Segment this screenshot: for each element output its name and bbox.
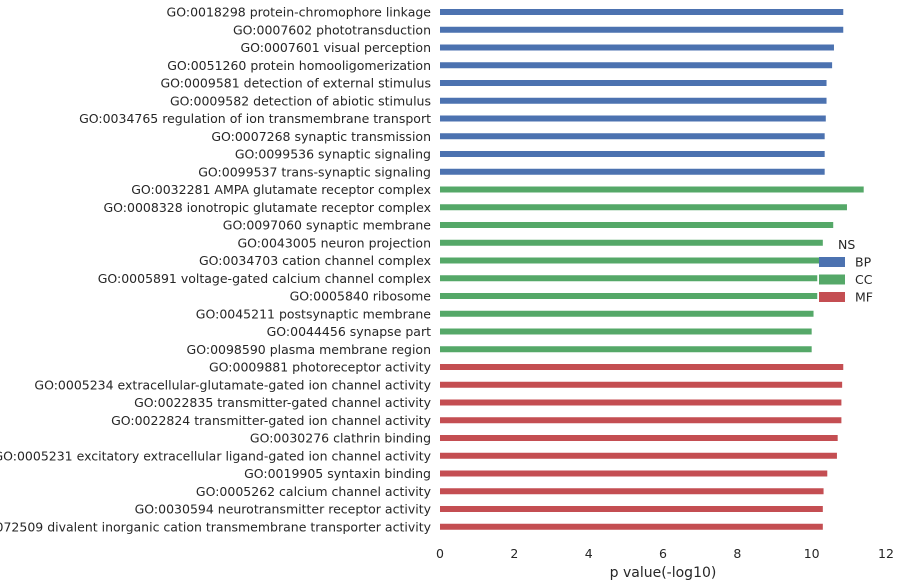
bar — [440, 328, 812, 335]
category-label: GO:0007601 visual perception — [240, 40, 431, 55]
bar — [440, 346, 812, 353]
bar — [440, 523, 823, 530]
bar — [440, 364, 844, 370]
bar — [440, 506, 823, 512]
category-label: GO:0005891 voltage-gated calcium channel… — [98, 271, 431, 286]
legend-label: MF — [855, 290, 873, 305]
bar — [440, 470, 828, 477]
x-axis-title: p value(-log10) — [610, 565, 717, 581]
x-tick-label: 8 — [733, 546, 741, 561]
legend-label: CC — [855, 272, 873, 287]
category-label: GO:0043005 neuron projection — [237, 235, 431, 250]
category-label: GO:0009581 detection of external stimulu… — [161, 76, 432, 91]
category-label: GO:0009881 photoreceptor activity — [209, 360, 432, 375]
bars-layer — [440, 9, 864, 530]
bar — [440, 417, 842, 424]
legend-swatch — [819, 292, 845, 302]
legend-label: BP — [855, 255, 872, 270]
category-label: GO:0051260 protein homooligomerization — [167, 58, 431, 73]
category-label: GO:0034765 regulation of ion transmembra… — [79, 111, 431, 126]
x-tick-label: 2 — [510, 546, 518, 561]
x-tick-label: 0 — [436, 546, 444, 561]
category-label: GO:0097060 synaptic membrane — [223, 218, 432, 233]
bar — [440, 488, 824, 495]
bar — [440, 168, 825, 175]
x-tick-label: 6 — [659, 546, 667, 561]
category-label: GO:0019905 syntaxin binding — [244, 466, 431, 481]
category-label: GO:0005262 calcium channel activity — [196, 484, 432, 499]
bar — [440, 222, 834, 228]
bar — [440, 293, 818, 299]
bar — [440, 204, 847, 211]
bar — [440, 80, 827, 86]
bar — [440, 151, 825, 157]
category-label: GO:0099536 synaptic signaling — [235, 147, 431, 162]
bar — [440, 399, 842, 406]
category-label: GO:0045211 postsynaptic membrane — [196, 306, 432, 321]
x-axis-ticks: 0 2 4 6 8 10 12 — [436, 546, 894, 561]
category-label: GO:0098590 plasma membrane region — [187, 342, 431, 357]
bar — [440, 435, 838, 441]
x-tick-label: 12 — [878, 546, 894, 561]
bar — [440, 452, 837, 459]
category-label: GO:0009582 detection of abiotic stimulus — [170, 93, 431, 108]
category-label: GO:0018298 protein-chromophore linkage — [167, 5, 432, 20]
category-label: GO:0008328 ionotropic glutamate receptor… — [104, 200, 432, 215]
category-label: GO:0099537 trans-synaptic signaling — [198, 164, 431, 179]
category-label: GO:0005234 extracellular-glutamate-gated… — [34, 377, 431, 392]
category-label: GO:0007268 synaptic transmission — [211, 129, 431, 144]
legend-swatch — [819, 274, 845, 285]
bar — [440, 133, 825, 140]
bar — [440, 9, 844, 15]
category-label: GO:0005840 ribosome — [290, 289, 432, 304]
bar — [440, 62, 833, 69]
legend-swatch — [819, 257, 845, 267]
x-tick-label: 10 — [804, 546, 820, 561]
category-label: GO:0030276 clathrin binding — [250, 431, 431, 446]
bar — [440, 44, 834, 51]
legend: NS BP CC MF — [819, 237, 873, 305]
x-tick-label: 4 — [585, 546, 593, 561]
bar — [440, 97, 827, 104]
category-label: GO:0022835 transmitter-gated channel act… — [134, 395, 431, 410]
bar — [440, 381, 843, 388]
category-label: GO:0044456 synapse part — [267, 324, 431, 339]
category-labels: GO:0018298 protein-chromophore linkage GO… — [0, 5, 432, 535]
category-label: GO:0072509 divalent inorganic cation tra… — [0, 519, 432, 534]
bar — [440, 257, 823, 264]
bar — [440, 239, 823, 246]
legend-items: BP CC MF — [819, 255, 873, 305]
bar — [440, 26, 844, 33]
bar — [440, 115, 826, 122]
bar — [440, 186, 864, 193]
bar — [440, 275, 818, 282]
legend-title: NS — [838, 237, 855, 252]
category-label: GO:0032281 AMPA glutamate receptor compl… — [131, 182, 431, 197]
category-label: GO:0030594 neurotransmitter receptor act… — [135, 502, 432, 517]
category-label: GO:0022824 transmitter-gated ion channel… — [111, 413, 432, 428]
category-label: GO:0007602 phototransduction — [233, 22, 431, 37]
category-label: GO:0034703 cation channel complex — [199, 253, 431, 268]
category-label: GO:0005231 excitatory extracellular liga… — [0, 448, 432, 463]
bar — [440, 310, 814, 317]
